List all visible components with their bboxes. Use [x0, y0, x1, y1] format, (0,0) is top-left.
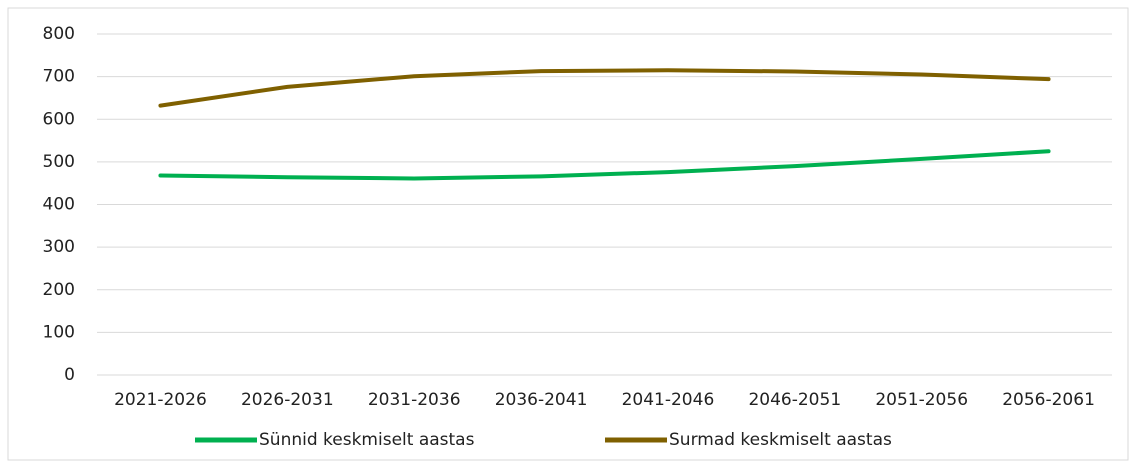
y-tick-label: 600 — [43, 109, 75, 129]
y-tick-label: 400 — [43, 195, 75, 215]
legend-label: Sünnid keskmiselt aastas — [259, 430, 475, 450]
y-tick-label: 300 — [43, 237, 75, 257]
y-tick-label: 700 — [43, 67, 75, 87]
x-tick-label: 2041-2046 — [622, 390, 715, 410]
x-tick-label: 2051-2056 — [875, 390, 968, 410]
line-series — [158, 68, 1051, 108]
chart-frame — [7, 7, 1129, 461]
y-tick-label: 100 — [43, 322, 75, 342]
x-tick-label: 2021-2026 — [114, 390, 207, 410]
x-tick-label: 2031-2036 — [368, 390, 461, 410]
y-tick-label: 0 — [64, 365, 75, 385]
legend-label: Surmad keskmiselt aastas — [669, 430, 892, 450]
x-tick-label: 2056-2061 — [1002, 390, 1095, 410]
x-tick-label: 2026-2031 — [241, 390, 334, 410]
y-tick-label: 800 — [43, 24, 75, 44]
line-series — [158, 149, 1051, 181]
x-tick-label: 2046-2051 — [748, 390, 841, 410]
y-tick-label: 500 — [43, 152, 75, 172]
y-tick-label: 200 — [43, 280, 75, 300]
x-tick-label: 2036-2041 — [495, 390, 588, 410]
